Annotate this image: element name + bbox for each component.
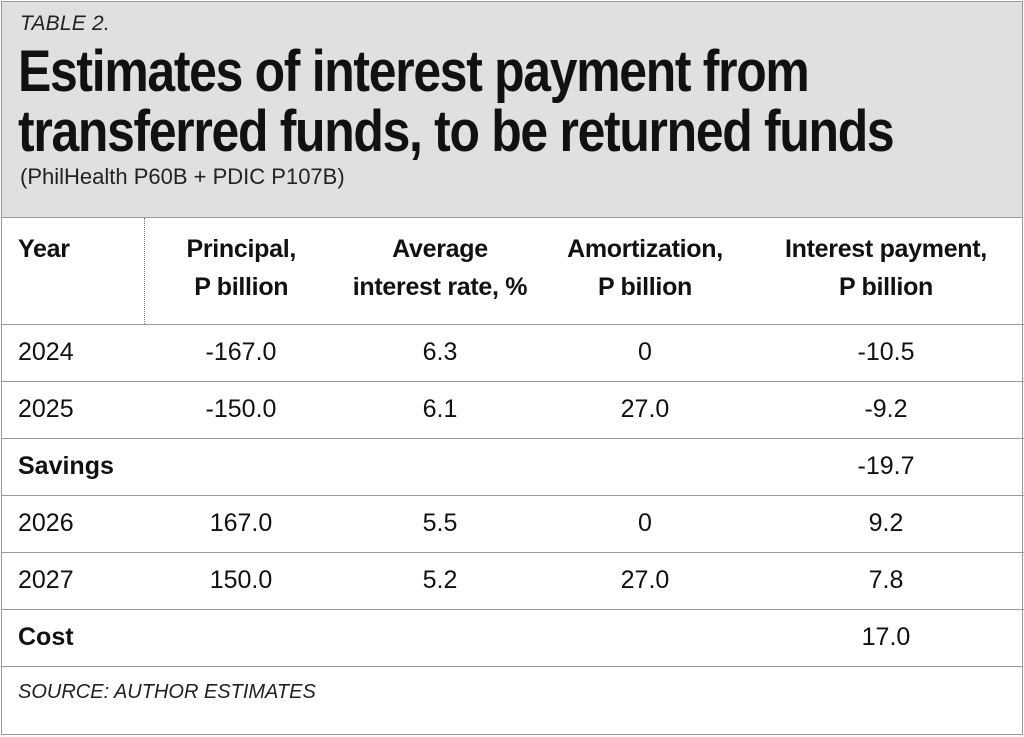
table-header: TABLE 2. Estimates of interest payment f… bbox=[2, 2, 1022, 218]
table-label: TABLE 2. bbox=[20, 12, 110, 35]
cell-year: Cost bbox=[2, 608, 144, 666]
table-row: 2026 167.0 5.5 0 9.2 bbox=[2, 494, 1024, 552]
table-row: 2025 -150.0 6.1 27.0 -9.2 bbox=[2, 380, 1024, 438]
table-row: 2024 -167.0 6.3 0 -10.5 bbox=[2, 323, 1024, 381]
cell-rate bbox=[338, 608, 542, 666]
cell-year: 2024 bbox=[2, 323, 144, 381]
cell-amortization bbox=[542, 608, 748, 666]
cell-amortization: 27.0 bbox=[542, 380, 748, 438]
cell-year: Savings bbox=[2, 437, 144, 495]
cell-principal: -150.0 bbox=[144, 380, 338, 438]
cell-interest: 7.8 bbox=[748, 551, 1024, 609]
source-note: SOURCE: AUTHOR ESTIMATES bbox=[2, 666, 1022, 718]
table-row-savings: Savings -19.7 bbox=[2, 437, 1024, 495]
cell-rate: 6.3 bbox=[338, 323, 542, 381]
cell-interest: 9.2 bbox=[748, 494, 1024, 552]
cell-year: 2025 bbox=[2, 380, 144, 438]
subtitle: (PhilHealth P60B + PDIC P107B) bbox=[20, 164, 345, 189]
cell-interest: -19.7 bbox=[748, 437, 1024, 495]
cell-principal bbox=[144, 437, 338, 495]
cell-principal: 167.0 bbox=[144, 494, 338, 552]
cell-rate: 5.2 bbox=[338, 551, 542, 609]
cell-amortization bbox=[542, 437, 748, 495]
cell-principal: 150.0 bbox=[144, 551, 338, 609]
cell-interest: -10.5 bbox=[748, 323, 1024, 381]
cell-principal: -167.0 bbox=[144, 323, 338, 381]
cell-rate: 5.5 bbox=[338, 494, 542, 552]
table-row-cost: Cost 17.0 bbox=[2, 608, 1024, 666]
data-table: Year Principal, P billion Average intere… bbox=[2, 218, 1024, 666]
header-row: Year Principal, P billion Average intere… bbox=[2, 218, 1024, 324]
cell-amortization: 0 bbox=[542, 494, 748, 552]
column-header-amortization: Amortization, P billion bbox=[567, 235, 723, 301]
page-title: Estimates of interest payment from trans… bbox=[18, 39, 895, 164]
table-row: 2027 150.0 5.2 27.0 7.8 bbox=[2, 551, 1024, 609]
title-line-1: Estimates of interest payment from bbox=[18, 39, 810, 104]
cell-interest: 17.0 bbox=[748, 608, 1024, 666]
cell-year: 2027 bbox=[2, 551, 144, 609]
cell-principal bbox=[144, 608, 338, 666]
cell-amortization: 27.0 bbox=[542, 551, 748, 609]
column-header-rate: Average interest rate, % bbox=[352, 235, 528, 301]
cell-interest: -9.2 bbox=[748, 380, 1024, 438]
column-header-principal: Principal, P billion bbox=[186, 235, 297, 301]
cell-amortization: 0 bbox=[542, 323, 748, 381]
column-header-year: Year bbox=[2, 218, 145, 324]
cell-year: 2026 bbox=[2, 494, 144, 552]
cell-rate bbox=[338, 437, 542, 495]
title-line-2: transferred funds, to be returned funds bbox=[18, 99, 895, 164]
cell-rate: 6.1 bbox=[338, 380, 542, 438]
column-header-interest: Interest payment, P billion bbox=[785, 235, 987, 301]
